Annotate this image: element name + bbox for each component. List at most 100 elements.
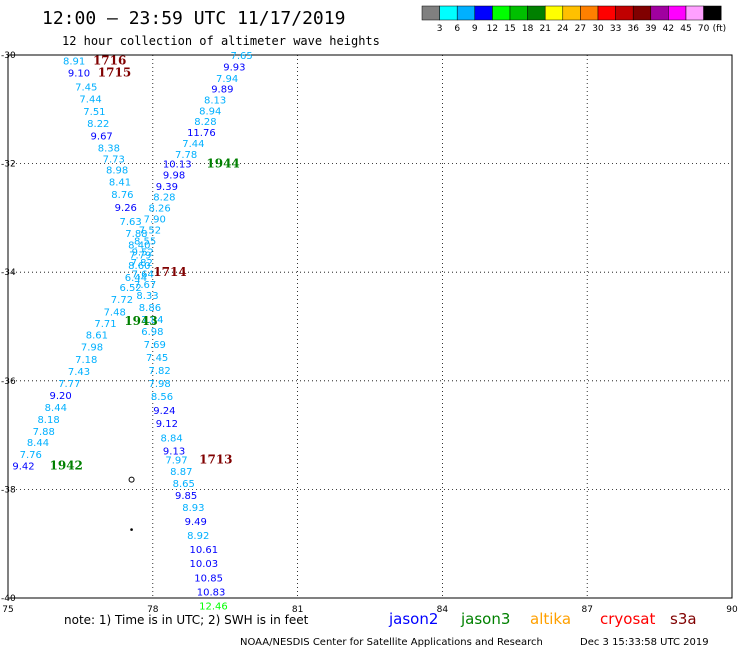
swh-value-label: 7.73	[103, 155, 125, 166]
swh-value-label: 9.26	[115, 203, 137, 214]
colorbar-swatch	[668, 5, 687, 21]
swh-value-label: 9.89	[211, 85, 233, 96]
footer-timestamp: Dec 3 15:33:58 UTC 2019	[580, 637, 709, 648]
colorbar-swatch	[615, 5, 634, 21]
marker-ring	[128, 476, 135, 483]
plot-border	[7, 54, 733, 599]
colorbar-label: 42	[663, 24, 674, 34]
colorbar-swatch	[650, 5, 669, 21]
marker-dot	[130, 528, 133, 531]
satellite-legend-jason2: jason2	[388, 610, 438, 628]
swh-value-label: 7.64	[132, 269, 154, 280]
swh-value-label: 8.60	[128, 261, 150, 272]
x-tick-label: 90	[726, 605, 738, 615]
colorbar-swatch	[456, 5, 476, 21]
swh-value-label: 8.56	[151, 392, 173, 403]
swh-value-label: 7.52	[139, 225, 161, 236]
satellite-legend-s3a: s3a	[670, 610, 697, 628]
colorbar-swatch	[509, 5, 528, 21]
swh-value-label: 8.93	[182, 503, 204, 514]
swh-value-label: 7.44	[79, 94, 101, 105]
colorbar-swatch	[421, 5, 440, 21]
swh-value-label: 8.44	[27, 438, 49, 449]
swh-value-label: 8.92	[187, 531, 209, 542]
colorbar-label: 36	[627, 24, 639, 34]
colorbar-label: 3	[437, 24, 443, 34]
swh-value-label: 9.49	[185, 517, 207, 528]
swh-value-label: 7.45	[146, 353, 168, 364]
colorbar-swatch	[492, 5, 511, 21]
swh-value-label: 7.78	[175, 150, 197, 161]
swh-value-label: 7.69	[144, 340, 166, 351]
swh-value-label: 9.93	[223, 62, 245, 73]
swh-value-label: 7.72	[111, 295, 133, 306]
x-tick-label: 81	[292, 605, 303, 615]
swh-value-label: 8.33	[136, 291, 158, 302]
swh-value-label: 9.67	[91, 131, 113, 142]
colorbar-swatch	[580, 5, 599, 21]
swh-value-label: 10.03	[189, 559, 218, 570]
pass-time-label: 1944	[206, 157, 239, 171]
swh-value-label: 9.42	[12, 462, 34, 473]
swh-value-label: 8.91	[63, 56, 85, 67]
colorbar-swatch	[544, 5, 564, 21]
swh-value-label: 7.90	[144, 214, 166, 225]
swh-value-label: 7.71	[94, 319, 116, 330]
colorbar-legend: 3 6 9 12 15 18 21 24 27 30 33 36 39 42 45 70 (ft)	[421, 5, 726, 34]
swh-value-label: 7.98	[81, 343, 103, 354]
colorbar-swatch	[597, 5, 616, 21]
swh-value-label: 8.44	[45, 403, 67, 414]
swh-value-label: 7.65	[231, 51, 253, 62]
colorbar-swatch	[527, 5, 546, 21]
swh-value-label: 8.40	[128, 241, 150, 252]
footer-credit: NOAA/NESDIS Center for Satellite Applica…	[240, 637, 543, 648]
swh-value-label: 9.13	[163, 446, 185, 457]
chart-title: 12:00 — 23:59 UTC 11/17/2019	[42, 8, 345, 29]
swh-value-label: 8.26	[148, 204, 170, 215]
swh-value-label: 10.85	[194, 573, 223, 584]
colorbar-label: 33	[610, 24, 621, 34]
swh-value-label: 8.55	[134, 237, 156, 248]
colorbar-label: 6	[454, 24, 460, 34]
x-tick-label: 87	[581, 605, 592, 615]
colorbar-swatch	[474, 5, 493, 21]
colorbar-label: 39	[645, 24, 657, 34]
swh-value-label: 8.22	[87, 119, 109, 130]
swh-value-label: 6.52	[119, 283, 141, 294]
swh-value-label: 8.84	[161, 433, 183, 444]
colorbar-label: 24	[557, 24, 569, 34]
swh-value-label: 7.79	[129, 250, 151, 261]
colorbar-swatch	[632, 5, 652, 21]
x-tick-label: 78	[147, 605, 159, 615]
swh-value-label: 7.84	[141, 315, 163, 326]
y-tick-label: -34	[1, 268, 16, 278]
swh-value-label: 7.82	[148, 366, 170, 377]
swh-value-label: 8.98	[106, 166, 128, 177]
pass-time-label: 1715	[98, 65, 131, 79]
y-tick-label: -36	[1, 377, 16, 387]
swh-value-label: 8.76	[111, 190, 133, 201]
y-tick-label: -38	[1, 485, 16, 495]
colorbar-label: 9	[472, 24, 478, 34]
swh-value-label: 8.94	[199, 106, 221, 117]
pass-time-label: 1713	[199, 453, 232, 467]
swh-value-label: 7.76	[20, 450, 42, 461]
swh-value-label: 7.43	[68, 367, 90, 378]
footer-note: note: 1) Time is in UTC; 2) SWH is in fe…	[64, 613, 309, 627]
swh-value-label: 7.18	[75, 355, 97, 366]
colorbar-swatch	[562, 5, 581, 21]
y-tick-label: -30	[1, 51, 16, 61]
satellite-legend-cryosat: cryosat	[600, 610, 655, 628]
colorbar-label: 27	[575, 24, 586, 34]
colorbar-swatch	[685, 5, 704, 21]
swh-value-label: 8.18	[37, 415, 59, 426]
data-marks: 8.919.107.457.447.518.229.678.387.738.98…	[12, 51, 252, 613]
colorbar-label: 18	[522, 24, 534, 34]
swh-value-label: 7.48	[104, 307, 126, 318]
swh-value-label: 8.65	[173, 479, 195, 490]
swh-value-label: 10.83	[197, 587, 226, 598]
swh-value-label: 7.44	[182, 139, 204, 150]
swh-value-label: 9.52	[132, 248, 154, 259]
colorbar-label: 21	[539, 24, 550, 34]
